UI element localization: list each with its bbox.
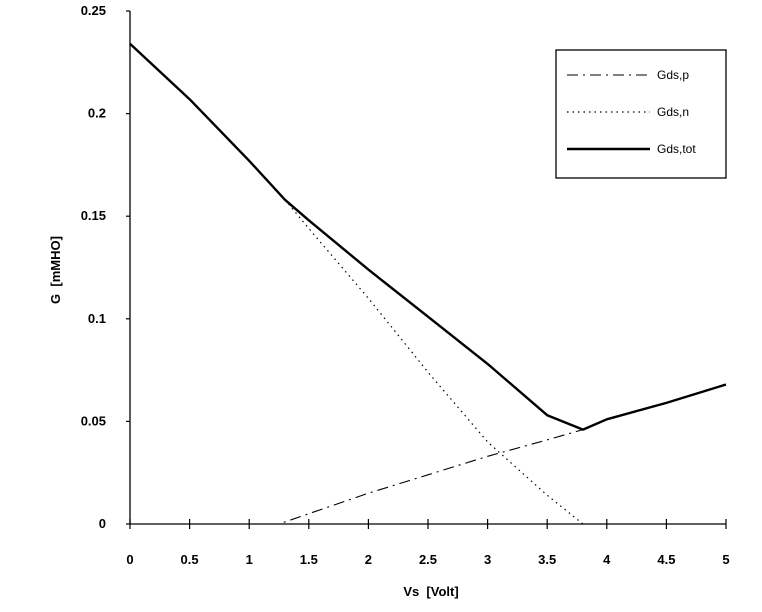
x-tick-label: 3.5 bbox=[538, 552, 556, 567]
x-tick-label: 4.5 bbox=[657, 552, 675, 567]
x-tick-label: 4 bbox=[603, 552, 611, 567]
axes: 0 0.5 1 1.5 2 2.5 3 3.5 4 4.5 5 0 0.05 0.1 0.15 0.2 0.25 bbox=[81, 3, 730, 567]
x-tick-label: 0 bbox=[126, 552, 133, 567]
y-tick-label: 0.1 bbox=[88, 311, 106, 326]
x-tick-label: 1.5 bbox=[300, 552, 318, 567]
legend-label: Gds,n bbox=[657, 105, 689, 119]
series-line-gds-p bbox=[130, 383, 727, 525]
x-tick-label: 2 bbox=[365, 552, 372, 567]
legend-label: Gds,tot bbox=[657, 142, 696, 156]
x-tick-label: 5 bbox=[722, 552, 729, 567]
x-tick-label: 2.5 bbox=[419, 552, 437, 567]
x-tick-label: 3 bbox=[484, 552, 491, 567]
series-line-gds-tot bbox=[129, 42, 727, 431]
y-axis-title: G [mMHO] bbox=[48, 236, 63, 304]
series-line-gds-n bbox=[129, 43, 584, 525]
y-tick-label: 0.05 bbox=[81, 413, 106, 428]
y-tick-label: 0 bbox=[99, 516, 106, 531]
y-tick-label: 0.15 bbox=[81, 208, 106, 223]
y-tick-label: 0.2 bbox=[88, 106, 106, 121]
x-tick-label: 1 bbox=[246, 552, 253, 567]
legend-box bbox=[555, 49, 727, 179]
y-tick-label: 0.25 bbox=[81, 3, 106, 18]
series-group bbox=[129, 42, 727, 525]
x-tick-label: 0.5 bbox=[181, 552, 199, 567]
x-axis-title: Vs [Volt] bbox=[403, 584, 458, 599]
legend-label: Gds,p bbox=[657, 68, 689, 82]
legend: Gds,p Gds,n Gds,tot bbox=[555, 49, 727, 179]
